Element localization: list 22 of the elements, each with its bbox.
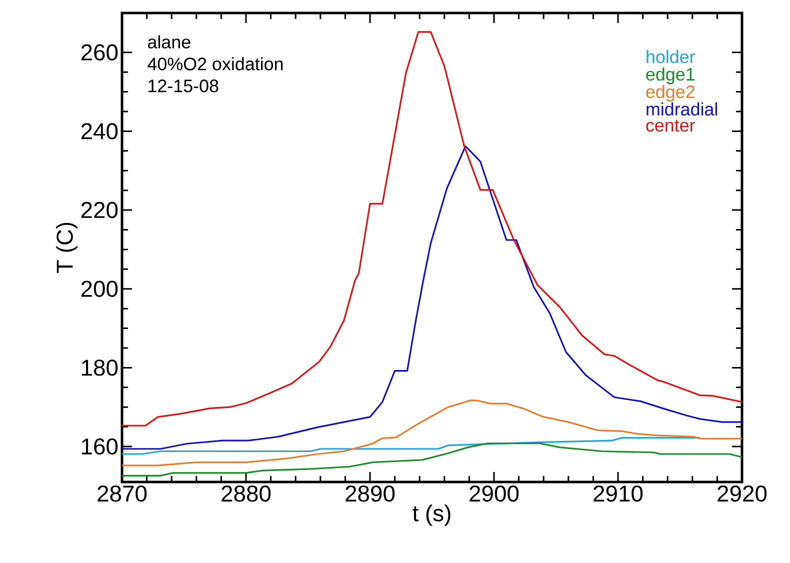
annotation: alane [148, 35, 190, 48]
text: edge1 [646, 67, 694, 84]
text: edge2 [646, 84, 694, 102]
y-tick-label: 160 [82, 438, 118, 455]
x-tick-label: 2910 [594, 486, 643, 502]
y-tick-label: 200 [81, 280, 118, 297]
x-tick-label: 2920 [718, 486, 767, 502]
x-tick-label: 2890 [346, 486, 395, 502]
x-axis-title: t (s) [412, 504, 450, 526]
annotation: 40%O2 oxidation [148, 57, 283, 70]
y-tick-label: 220 [81, 202, 118, 218]
x-tick-label: 2900 [470, 486, 519, 502]
x-tick-label: 2870 [98, 486, 147, 502]
text: holder [646, 50, 696, 64]
x-tick-label: 2880 [222, 486, 271, 502]
text: midradial [646, 102, 718, 116]
y-tick-label: 240 [81, 123, 118, 140]
y-tick-label: 180 [82, 360, 118, 376]
y-axis-title: T (C) [56, 222, 78, 274]
annotation: 12-15-08 [148, 80, 218, 92]
y-tick-label: 260 [81, 44, 118, 61]
text: center [646, 120, 696, 132]
